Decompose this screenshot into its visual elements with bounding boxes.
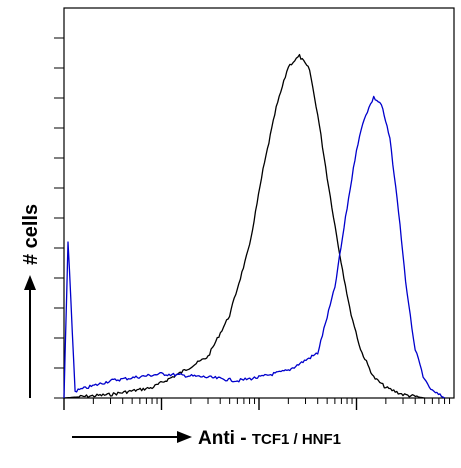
x-axis-label-prefix: Anti — [198, 428, 235, 449]
x-axis-arrowhead — [177, 431, 192, 443]
x-axis-label-target: TCF1 / HNF1 — [252, 431, 341, 448]
series-layer — [63, 53, 445, 399]
y-axis-arrowhead — [24, 275, 36, 290]
series-line-1 — [63, 53, 425, 399]
plot-frame — [63, 7, 455, 399]
y-axis-label: # cells — [20, 204, 42, 265]
y-axis-ticks — [54, 37, 64, 399]
x-axis-ticks — [63, 398, 451, 410]
series-line-2 — [63, 95, 445, 399]
x-axis-label: Anti - TCF1 / HNF1 — [198, 428, 341, 449]
x-axis-label-separator: - — [235, 428, 252, 449]
x-axis-label-group: Anti - TCF1 / HNF1 — [72, 428, 341, 449]
y-axis-label-group: # cells — [20, 204, 42, 398]
